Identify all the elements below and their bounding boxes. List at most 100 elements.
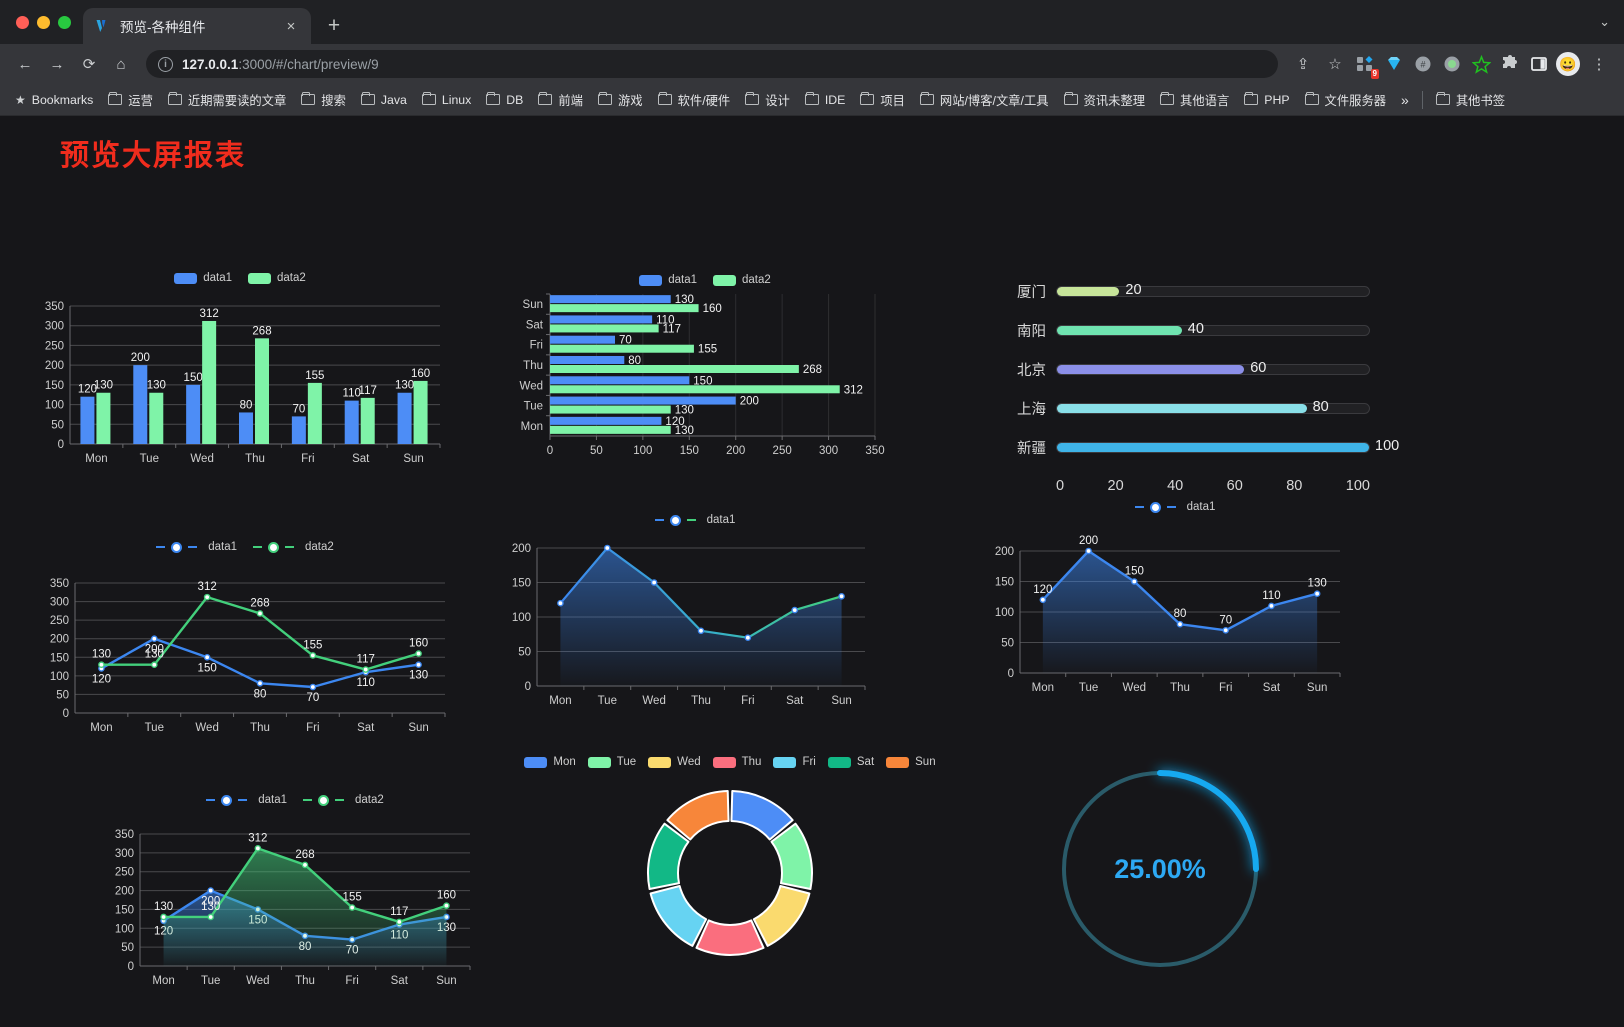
- bookmark-folder-6[interactable]: 前端: [531, 87, 590, 113]
- bookmark-folder-10[interactable]: IDE: [798, 89, 853, 111]
- legend-item-data1[interactable]: data1: [156, 541, 237, 553]
- svg-text:110: 110: [357, 677, 375, 689]
- chart-donut[interactable]: Mon Tue Wed Thu Fri Sat Sun: [524, 756, 936, 1006]
- svg-text:Sun: Sun: [831, 695, 851, 707]
- legend-item-data1[interactable]: data1: [206, 794, 287, 806]
- legend-item-data1[interactable]: data1: [174, 272, 232, 284]
- maximize-window-button[interactable]: [58, 15, 71, 29]
- progress-track: 60: [1056, 360, 1370, 376]
- legend-line: [238, 798, 248, 802]
- progress-row[interactable]: 南阳 40: [1000, 313, 1370, 347]
- legend-item-wed[interactable]: Wed: [648, 756, 701, 768]
- back-button[interactable]: ←: [17, 55, 33, 73]
- svg-text:200: 200: [115, 886, 134, 898]
- share-icon[interactable]: ⇪: [1296, 56, 1310, 73]
- legend-item-tue[interactable]: Tue: [587, 756, 636, 768]
- chart-progress-bars[interactable]: 厦门 20 南阳 40 北京 60 上海 80 新疆 100 0 20 40 60 80 100: [1000, 274, 1399, 495]
- legend-item-data2[interactable]: data2: [253, 541, 334, 553]
- bookmark-folder-7[interactable]: 游戏: [591, 87, 650, 113]
- bookmark-folder-0[interactable]: 运营: [101, 87, 160, 113]
- bookmark-folder-14[interactable]: 其他语言: [1153, 87, 1236, 113]
- svg-text:130: 130: [94, 380, 113, 392]
- other-bookmarks-folder[interactable]: 其他书签: [1429, 87, 1512, 113]
- legend-item-mon[interactable]: Mon: [524, 756, 576, 768]
- page-content: 预览大屏报表 data1 data2 0 50 100 150 200 250 300 350…: [0, 116, 1624, 1027]
- sidepanel-icon[interactable]: [1526, 51, 1552, 77]
- svg-text:300: 300: [115, 848, 134, 860]
- progress-row[interactable]: 新疆 100: [1000, 430, 1399, 464]
- site-info-icon[interactable]: i: [158, 56, 173, 72]
- chart-line-gradient[interactable]: data1 0 50 100 150 200 Mon Tue Wed Thu Fri Sat Sun: [495, 514, 895, 729]
- legend-label: data2: [277, 272, 306, 284]
- chart-bar-horizontal[interactable]: data1 data2 0 50 100 150 200 250 300 350 Sun 130 1…: [505, 268, 905, 483]
- legend-item-data2[interactable]: data2: [248, 272, 306, 284]
- reload-button[interactable]: ⟳: [82, 56, 96, 73]
- legend-item-sun[interactable]: Sun: [886, 756, 936, 768]
- bookmark-folder-16[interactable]: 文件服务器: [1298, 87, 1394, 113]
- bookmark-folder-11[interactable]: 项目: [853, 87, 912, 113]
- legend-item-data1[interactable]: data1: [654, 514, 735, 526]
- progress-row[interactable]: 厦门 20: [1000, 274, 1370, 308]
- bookmark-star-icon[interactable]: ☆: [1328, 56, 1342, 73]
- close-tab-button[interactable]: ×: [286, 17, 296, 35]
- bookmark-folder-15[interactable]: PHP: [1237, 89, 1296, 111]
- bookmark-folder-3[interactable]: Java: [354, 89, 414, 111]
- legend-label: data1: [1186, 501, 1216, 513]
- bookmark-folder-13[interactable]: 资讯未整理: [1057, 87, 1153, 113]
- extensions-puzzle-icon[interactable]: [1497, 51, 1523, 77]
- legend-swatch: [773, 756, 797, 768]
- bookmark-folder-9[interactable]: 设计: [738, 87, 797, 113]
- browser-menu-button[interactable]: ⋮: [1591, 56, 1607, 73]
- bookmark-folder-1[interactable]: 近期需要读的文章: [161, 87, 293, 113]
- legend-swatch: [648, 756, 672, 768]
- address-bar[interactable]: i 127.0.0.1:3000/#/chart/preview/9: [146, 50, 1278, 78]
- globe-icon[interactable]: #: [1410, 51, 1436, 77]
- legend-item-data1[interactable]: data1: [639, 274, 697, 286]
- progress-row[interactable]: 北京 60: [1000, 352, 1370, 386]
- forward-button[interactable]: →: [49, 55, 65, 73]
- svg-text:150: 150: [50, 652, 69, 664]
- close-window-button[interactable]: [16, 15, 29, 29]
- new-tab-button[interactable]: +: [327, 14, 341, 37]
- chart-bar-vertical[interactable]: data1 data2 0 50 100 150 200 250 300 350 Mon 120 1…: [30, 266, 450, 486]
- puzzle-grid-icon[interactable]: 9: [1352, 51, 1379, 79]
- bookmark-label: 设计: [765, 93, 790, 108]
- home-button[interactable]: ⌂: [116, 55, 126, 73]
- legend-item-fri[interactable]: Fri: [773, 756, 816, 768]
- bookmark-folder-4[interactable]: Linux: [415, 89, 478, 111]
- chart-area-stacked[interactable]: data1 data2 0 50 100 150 200 250 300 350 Mon Tue W…: [95, 794, 495, 1009]
- chevron-down-icon[interactable]: ⌄: [1599, 14, 1610, 29]
- bookmark-label: Bookmarks: [31, 92, 94, 107]
- svg-text:300: 300: [50, 597, 69, 609]
- svg-text:Fri: Fri: [301, 453, 314, 465]
- bookmark-root[interactable]: ★ Bookmarks: [8, 89, 100, 111]
- avatar[interactable]: 😀: [1555, 51, 1581, 77]
- legend-line: [156, 545, 166, 549]
- legend-item-data2[interactable]: data2: [713, 274, 771, 286]
- browser-tab[interactable]: 预览-各种组件 ×: [83, 8, 311, 44]
- chart-area-single[interactable]: data1 0 50 100 150 200 Mon Tue Wed Thu Fri Sat Sun 1…: [980, 501, 1370, 716]
- progress-fill: [1057, 442, 1369, 452]
- circle-icon[interactable]: [1439, 51, 1465, 77]
- legend-item-data2[interactable]: data2: [303, 794, 384, 806]
- chart-gauge[interactable]: 25.00%: [1035, 744, 1285, 999]
- legend-line: [686, 518, 696, 522]
- legend-item-data1[interactable]: data1: [1134, 501, 1216, 513]
- star-outline-icon[interactable]: [1468, 51, 1494, 77]
- legend-item-sat[interactable]: Sat: [827, 756, 874, 768]
- bookmark-folder-5[interactable]: DB: [479, 89, 530, 111]
- svg-text:Thu: Thu: [250, 722, 270, 734]
- minimize-window-button[interactable]: [37, 15, 50, 29]
- diamond-icon[interactable]: [1381, 51, 1407, 77]
- bookmark-folder-8[interactable]: 软件/硬件: [651, 87, 738, 113]
- bookmark-folder-12[interactable]: 网站/博客/文章/工具: [913, 87, 1056, 113]
- chart-line-basic[interactable]: data1 data2 0 50 100 150 200 250 300 350 Mon Tue W…: [30, 541, 460, 756]
- progress-row[interactable]: 上海 80: [1000, 391, 1370, 425]
- legend-swatch: [524, 756, 548, 768]
- bookmark-folder-2[interactable]: 搜索: [294, 87, 353, 113]
- legend-item-thu[interactable]: Thu: [712, 756, 761, 768]
- bookmarks-overflow-button[interactable]: »: [1401, 91, 1409, 108]
- svg-text:200: 200: [1079, 535, 1098, 547]
- svg-text:130: 130: [409, 670, 428, 682]
